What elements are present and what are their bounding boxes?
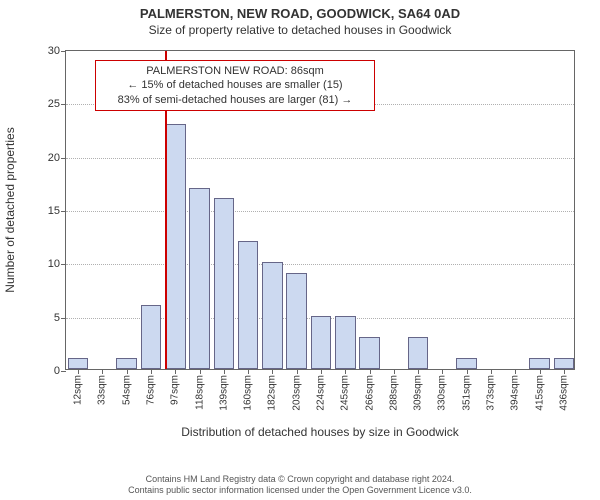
xtick-mark [515, 369, 516, 374]
histogram-bar [286, 273, 307, 369]
xtick-label: 266sqm [364, 375, 375, 411]
xtick-label: 309sqm [413, 375, 424, 411]
histogram-bar [116, 358, 137, 369]
xtick-mark [442, 369, 443, 374]
xtick-label: 12sqm [73, 375, 84, 405]
chart-title: PALMERSTON, NEW ROAD, GOODWICK, SA64 0AD [0, 0, 600, 21]
ytick-label: 10 [48, 258, 60, 270]
histogram-bar [311, 316, 332, 369]
ytick-label: 25 [48, 98, 60, 110]
xtick-label: 436sqm [558, 375, 569, 411]
ytick-mark [61, 264, 66, 265]
callout-line2: ← 15% of detached houses are smaller (15… [102, 78, 368, 92]
ytick-mark [61, 158, 66, 159]
callout-line1: PALMERSTON NEW ROAD: 86sqm [102, 64, 368, 78]
xtick-label: 203sqm [291, 375, 302, 411]
xtick-mark [467, 369, 468, 374]
xtick-mark [272, 369, 273, 374]
histogram-bar [214, 198, 235, 369]
xtick-label: 139sqm [218, 375, 229, 411]
histogram-bar [408, 337, 429, 369]
histogram-bar [359, 337, 380, 369]
xtick-mark [370, 369, 371, 374]
gridline [66, 264, 574, 265]
footer-text: Contains HM Land Registry data © Crown c… [0, 474, 600, 496]
histogram-bar [554, 358, 575, 369]
ytick-mark [61, 371, 66, 372]
histogram-bar [262, 262, 283, 369]
xtick-mark [418, 369, 419, 374]
xtick-mark [200, 369, 201, 374]
ytick-mark [61, 51, 66, 52]
xtick-mark [127, 369, 128, 374]
ytick-mark [61, 211, 66, 212]
footer-line1: Contains HM Land Registry data © Crown c… [0, 474, 600, 485]
footer-line2: Contains public sector information licen… [0, 485, 600, 496]
x-axis-label: Distribution of detached houses by size … [65, 425, 575, 439]
xtick-label: 288sqm [388, 375, 399, 411]
callout-box: PALMERSTON NEW ROAD: 86sqm ← 15% of deta… [95, 60, 375, 111]
ytick-mark [61, 104, 66, 105]
gridline [66, 158, 574, 159]
y-axis-label: Number of detached properties [3, 127, 17, 292]
xtick-label: 76sqm [146, 375, 157, 405]
xtick-label: 33sqm [97, 375, 108, 405]
xtick-label: 97sqm [170, 375, 181, 405]
xtick-mark [394, 369, 395, 374]
xtick-mark [78, 369, 79, 374]
gridline [66, 211, 574, 212]
ytick-label: 0 [54, 365, 60, 377]
callout-line3: 83% of semi-detached houses are larger (… [102, 93, 368, 107]
xtick-label: 160sqm [243, 375, 254, 411]
xtick-mark [540, 369, 541, 374]
xtick-label: 245sqm [340, 375, 351, 411]
xtick-label: 224sqm [316, 375, 327, 411]
xtick-mark [151, 369, 152, 374]
xtick-label: 330sqm [437, 375, 448, 411]
xtick-mark [345, 369, 346, 374]
ytick-mark [61, 318, 66, 319]
xtick-mark [564, 369, 565, 374]
xtick-mark [224, 369, 225, 374]
xtick-label: 415sqm [534, 375, 545, 411]
chart-container: PALMERSTON, NEW ROAD, GOODWICK, SA64 0AD… [0, 0, 600, 500]
histogram-bar [238, 241, 259, 369]
xtick-label: 54sqm [121, 375, 132, 405]
xtick-mark [102, 369, 103, 374]
xtick-label: 394sqm [510, 375, 521, 411]
ytick-label: 5 [54, 312, 60, 324]
xtick-label: 351sqm [461, 375, 472, 411]
histogram-bar [189, 188, 210, 369]
histogram-bar [141, 305, 162, 369]
histogram-bar [456, 358, 477, 369]
xtick-label: 118sqm [194, 375, 205, 410]
ytick-label: 15 [48, 205, 60, 217]
histogram-bar [165, 124, 186, 369]
xtick-mark [175, 369, 176, 374]
ytick-label: 20 [48, 152, 60, 164]
histogram-bar [68, 358, 89, 369]
xtick-mark [248, 369, 249, 374]
xtick-label: 373sqm [486, 375, 497, 411]
chart-subtitle: Size of property relative to detached ho… [0, 21, 600, 37]
ytick-label: 30 [48, 45, 60, 57]
xtick-mark [297, 369, 298, 374]
xtick-mark [491, 369, 492, 374]
histogram-bar [529, 358, 550, 369]
xtick-label: 182sqm [267, 375, 278, 411]
histogram-bar [335, 316, 356, 369]
xtick-mark [321, 369, 322, 374]
